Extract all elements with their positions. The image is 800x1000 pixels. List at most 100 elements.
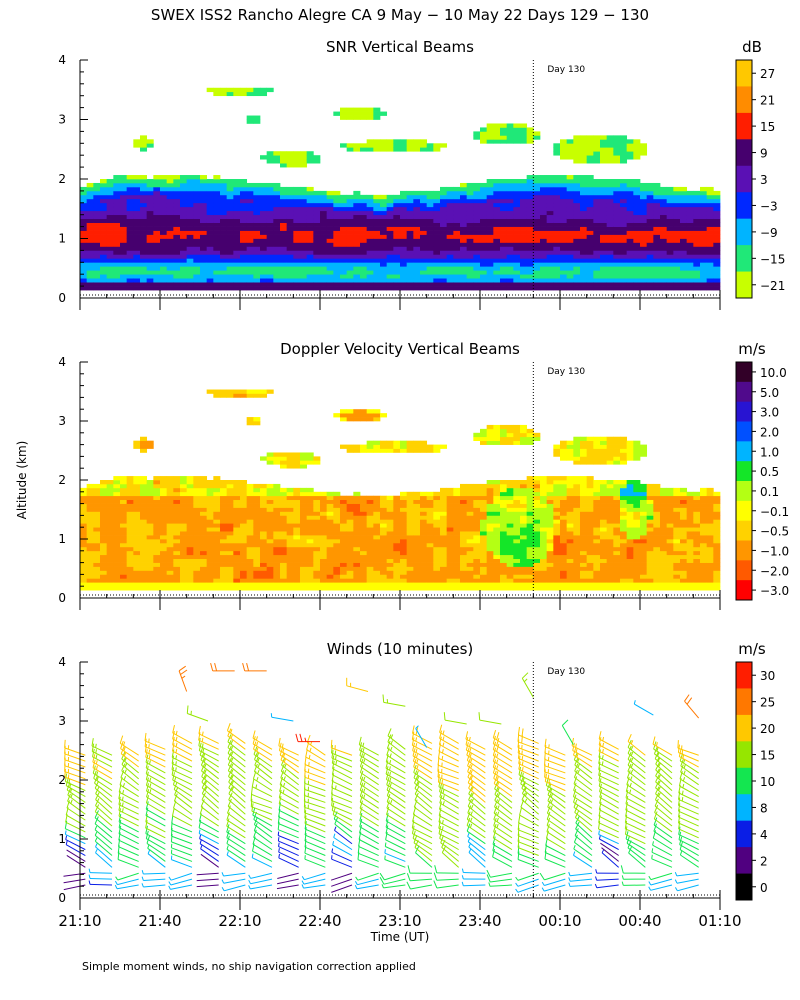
heatmap-cell (80, 531, 88, 536)
heatmap-cell (500, 242, 508, 247)
heatmap-cell (153, 523, 161, 528)
heatmap-cell (173, 278, 181, 283)
heatmap-cell (373, 527, 381, 532)
heatmap-cell (233, 570, 241, 575)
heatmap-cell (446, 238, 454, 243)
heatmap-cell (360, 198, 368, 204)
heatmap-cell (160, 214, 168, 220)
heatmap-cell (286, 258, 294, 263)
heatmap-cell (486, 436, 494, 442)
heatmap-cell (106, 487, 114, 493)
heatmap-cell (566, 282, 574, 287)
heatmap-cell (240, 218, 248, 223)
heatmap-cell (526, 432, 534, 438)
heatmap-cell (453, 578, 461, 583)
heatmap-cell (393, 523, 401, 528)
heatmap-cell (426, 554, 434, 560)
heatmap-cell (206, 558, 214, 563)
heatmap-cell (373, 107, 381, 112)
heatmap-cell (533, 499, 541, 504)
heatmap-cell (186, 230, 194, 235)
heatmap-cell (260, 190, 268, 196)
heatmap-cell (393, 262, 401, 267)
heatmap-cell (506, 523, 514, 528)
heatmap-cell (633, 151, 641, 156)
heatmap-cell (340, 115, 348, 120)
heatmap-cell (333, 234, 341, 239)
heatmap-cell (573, 218, 581, 223)
heatmap-cell (700, 246, 708, 251)
heatmap-cell (120, 258, 128, 263)
heatmap-cell (126, 550, 134, 556)
heatmap-cell (533, 270, 541, 275)
heatmap-cell (440, 507, 448, 512)
heatmap-cell (453, 282, 461, 287)
heatmap-cell (466, 242, 474, 247)
heatmap-cell (560, 238, 568, 243)
heatmap-cell (520, 262, 528, 267)
heatmap-cell (600, 266, 608, 271)
heatmap-cell (453, 226, 461, 231)
heatmap-cell (273, 226, 281, 231)
heatmap-cell (220, 242, 228, 247)
heatmap-cell (340, 107, 348, 112)
heatmap-cell (140, 507, 148, 512)
heatmap-cell (406, 491, 414, 497)
heatmap-cell (406, 511, 414, 516)
heatmap-cell (533, 186, 541, 192)
heatmap-cell (133, 210, 141, 216)
heatmap-cell (213, 503, 221, 508)
heatmap-cell (146, 503, 154, 508)
heatmap-cell (380, 111, 388, 116)
heatmap-cell (166, 274, 174, 279)
heatmap-cell (486, 491, 494, 497)
heatmap-cell (373, 542, 381, 548)
heatmap-cell (393, 550, 401, 556)
heatmap-cell (213, 87, 221, 93)
heatmap-cell (340, 511, 348, 516)
heatmap-cell (486, 578, 494, 583)
heatmap-cell (140, 574, 148, 579)
heatmap-cell (520, 436, 528, 442)
heatmap-cell (526, 554, 534, 560)
heatmap-cell (160, 566, 168, 571)
heatmap-cell (360, 444, 368, 449)
heatmap-cell (400, 550, 408, 556)
heatmap-cell (120, 222, 128, 227)
heatmap-cell (233, 238, 241, 243)
heatmap-cell (393, 440, 401, 445)
heatmap-cell (553, 234, 561, 239)
heatmap-cell (693, 190, 701, 196)
heatmap-cell (480, 503, 488, 508)
heatmap-cell (380, 143, 388, 148)
heatmap-cell (566, 286, 574, 291)
heatmap-cell (533, 432, 541, 438)
heatmap-cell (193, 262, 201, 267)
heatmap-cell (280, 487, 288, 493)
heatmap-cell (373, 194, 381, 200)
heatmap-cell (226, 190, 234, 196)
heatmap-cell (500, 428, 508, 434)
heatmap-cell (526, 495, 534, 501)
heatmap-cell (260, 503, 268, 508)
heatmap-cell (526, 274, 534, 279)
heatmap-cell (353, 190, 361, 196)
heatmap-cell (320, 254, 328, 259)
heatmap-cell (386, 519, 394, 524)
heatmap-cell (200, 182, 208, 188)
heatmap-cell (153, 582, 161, 587)
heatmap-cell (460, 194, 468, 200)
heatmap-cell (106, 523, 114, 528)
heatmap-cell (220, 230, 228, 235)
heatmap-cell (206, 562, 214, 567)
heatmap-cell (713, 266, 721, 271)
heatmap-cell (593, 139, 601, 144)
heatmap-cell (386, 230, 394, 235)
heatmap-cell (126, 202, 134, 208)
heatmap-cell (333, 218, 341, 223)
heatmap-cell (320, 491, 328, 497)
heatmap-cell (406, 554, 414, 560)
heatmap-cell (600, 190, 608, 196)
heatmap-cell (500, 202, 508, 208)
heatmap-cell (393, 139, 401, 144)
